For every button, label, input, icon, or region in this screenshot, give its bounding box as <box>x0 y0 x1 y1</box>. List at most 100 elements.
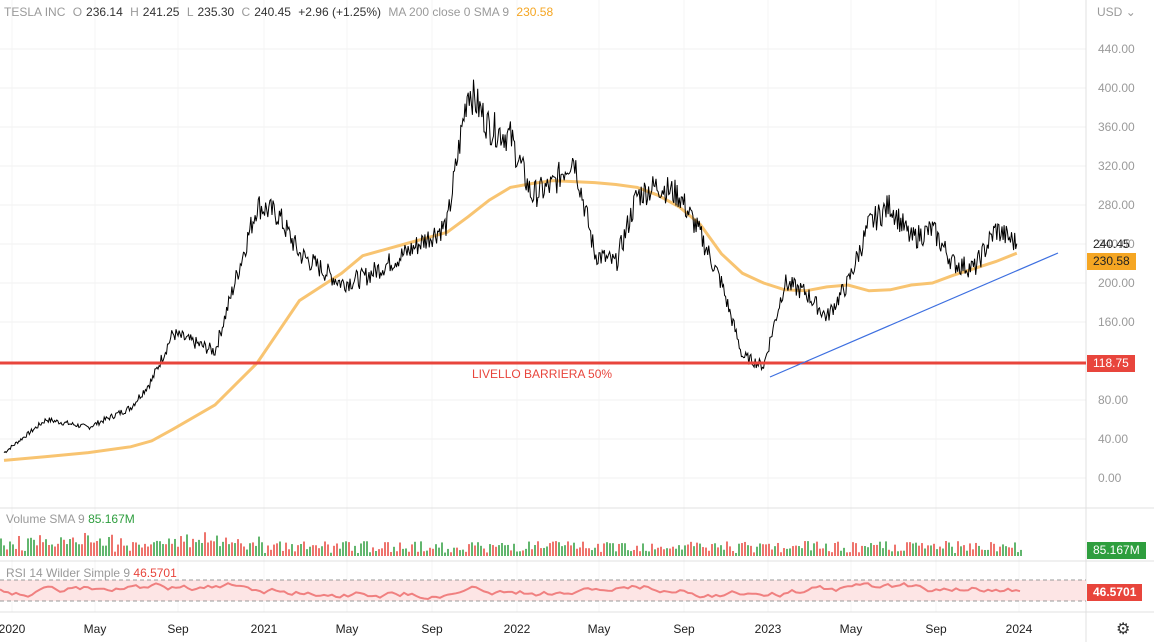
volume-bar <box>72 537 74 556</box>
volume-bar <box>723 549 725 556</box>
volume-bar <box>21 550 23 556</box>
volume-bar <box>930 545 932 556</box>
volume-bar <box>318 548 320 556</box>
volume-bar <box>408 551 410 556</box>
volume-bar <box>411 544 413 556</box>
volume-bar <box>405 548 407 556</box>
volume-bar <box>297 545 299 556</box>
volume-bar <box>465 551 467 556</box>
trend-line[interactable] <box>769 252 1059 378</box>
volume-bar <box>108 537 110 556</box>
volume-bar <box>705 547 707 556</box>
price-tick-0: 440.00 <box>1098 42 1135 56</box>
volume-bar <box>144 543 146 556</box>
volume-bar <box>693 546 695 556</box>
volume-bar <box>582 541 584 556</box>
volume-bar <box>105 545 107 556</box>
volume-bar <box>735 552 737 556</box>
volume-bar <box>1020 549 1022 556</box>
volume-bar <box>882 548 884 556</box>
volume-bar <box>534 545 536 556</box>
volume-bar <box>555 541 557 556</box>
volume-bar <box>0 538 2 556</box>
gear-icon[interactable]: ⚙ <box>1116 621 1131 638</box>
volume-bar <box>669 548 671 556</box>
volume-bar <box>894 544 896 556</box>
volume-bar <box>522 550 524 556</box>
volume-bar <box>486 552 488 556</box>
volume-bar <box>945 541 947 556</box>
volume-bar <box>708 550 710 556</box>
volume-bar <box>483 548 485 556</box>
volume-bar <box>84 532 86 556</box>
volume-bar <box>861 545 863 556</box>
volume-bar <box>369 552 371 556</box>
high-value: 241.25 <box>142 5 180 19</box>
volume-bar <box>567 541 569 556</box>
volume-bar <box>570 545 572 556</box>
currency-selector[interactable]: USD ⌄ <box>1097 5 1136 19</box>
time-tick-5: Sep <box>421 622 443 636</box>
volume-bar <box>45 539 47 556</box>
volume-bar <box>237 539 239 556</box>
volume-legend: Volume SMA 9 85.167M <box>6 512 135 526</box>
volume-bar <box>66 544 68 556</box>
volume-bar <box>936 549 938 556</box>
time-tick-4: May <box>335 622 359 636</box>
volume-bar <box>399 542 401 556</box>
volume-bar <box>711 544 713 556</box>
ma-value: 230.58 <box>516 5 554 19</box>
volume-bar <box>831 552 833 556</box>
volume-bar <box>603 543 605 556</box>
volume-bar <box>699 543 701 556</box>
price-tick-2: 360.00 <box>1098 120 1135 134</box>
volume-bar <box>648 551 650 556</box>
volume-bar <box>744 541 746 556</box>
volume-bar <box>240 543 242 556</box>
volume-bar <box>381 548 383 556</box>
volume-bar <box>615 551 617 556</box>
low-label: L <box>186 5 194 19</box>
volume-bar <box>33 539 35 556</box>
volume-bar <box>309 546 311 556</box>
volume-bar <box>867 547 869 556</box>
price-tick-1: 400.00 <box>1098 81 1135 95</box>
volume-bar <box>3 545 5 556</box>
rsi-band <box>0 580 1086 601</box>
symbol-name: TESLA INC <box>4 5 66 19</box>
volume-bar <box>513 543 515 556</box>
volume-bar <box>828 551 830 556</box>
volume-bar <box>690 541 692 556</box>
volume-bar <box>759 543 761 556</box>
volume-bar <box>909 542 911 556</box>
volume-bar <box>18 535 20 556</box>
volume-bar <box>345 541 347 556</box>
volume-bar <box>807 541 809 556</box>
volume-bar <box>339 548 341 556</box>
volume-bar <box>450 552 452 556</box>
volume-bar <box>372 547 374 556</box>
volume-bar <box>645 550 647 556</box>
volume-bar <box>132 542 134 556</box>
volume-bar <box>357 552 359 556</box>
volume-bar <box>825 543 827 556</box>
volume-bar <box>306 549 308 556</box>
volume-label: Volume SMA 9 <box>6 512 85 526</box>
volume-bar <box>336 543 338 556</box>
chevron-down-icon: ⌄ <box>1125 5 1136 19</box>
volume-bar <box>879 541 881 556</box>
volume-bar <box>396 551 398 556</box>
volume-bar <box>756 546 758 556</box>
volume-bar <box>777 542 779 556</box>
volume-bar <box>1002 544 1004 556</box>
volume-bar <box>24 550 26 556</box>
volume-bar <box>495 546 497 556</box>
volume-bar <box>822 548 824 556</box>
volume-bar <box>432 548 434 556</box>
volume-bar <box>489 544 491 556</box>
volume-bar <box>531 549 533 556</box>
volume-bar <box>9 541 11 556</box>
time-tick-1: May <box>83 622 107 636</box>
close-label: C <box>241 5 251 19</box>
